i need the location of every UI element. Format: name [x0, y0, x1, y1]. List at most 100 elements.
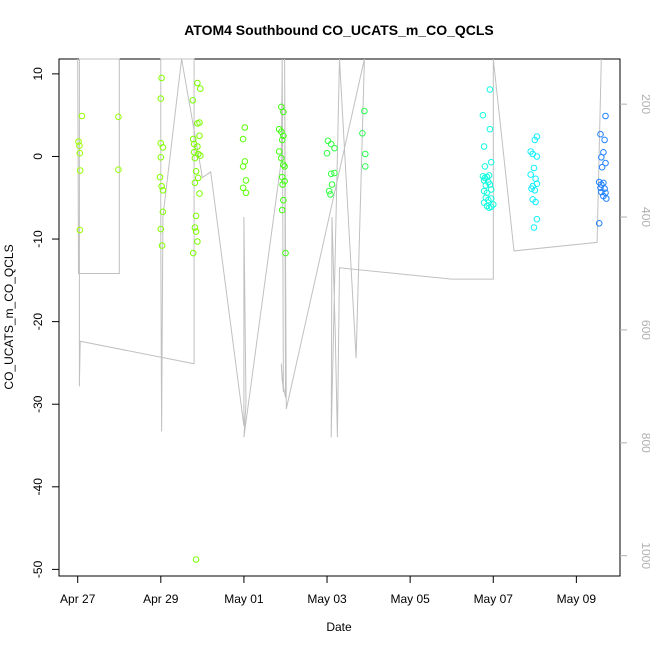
y2-tick-label: 800 — [639, 433, 650, 453]
data-point — [194, 79, 201, 87]
x-tick-label: May 07 — [474, 592, 514, 606]
data-point — [115, 166, 122, 173]
data-point — [531, 187, 539, 194]
data-point — [280, 132, 287, 140]
data-point — [486, 125, 494, 133]
x-tick-label: May 05 — [390, 592, 430, 606]
x-tick-label: Apr 27 — [60, 592, 96, 606]
data-point — [598, 163, 606, 171]
data-point — [158, 242, 166, 249]
data-point — [598, 154, 605, 161]
data-point — [533, 180, 541, 187]
data-point — [331, 144, 338, 152]
data-point — [192, 556, 200, 563]
data-point — [361, 107, 368, 115]
data-point — [482, 182, 490, 189]
x-tick-label: May 01 — [224, 592, 264, 606]
y2-tick-label: 1000 — [639, 542, 650, 569]
data-point — [359, 130, 366, 137]
data-point — [490, 201, 497, 208]
data-point — [327, 191, 334, 198]
data-point — [278, 206, 286, 214]
data-point — [194, 143, 201, 150]
data-point — [281, 177, 288, 185]
x-axis-label: Date — [326, 620, 352, 634]
data-point — [282, 249, 289, 257]
data-point — [191, 154, 199, 162]
data-point — [189, 97, 197, 104]
data-point — [324, 137, 332, 145]
data-point — [189, 249, 197, 257]
data-point — [327, 140, 335, 148]
data-point — [157, 154, 165, 161]
y-axis-label: CO_UCATS_m_CO_QCLS — [2, 244, 16, 389]
data-point — [530, 224, 538, 231]
data-point — [325, 187, 333, 195]
data-point — [196, 119, 203, 126]
y-tick-label: -10 — [31, 230, 45, 248]
data-point — [159, 144, 167, 151]
data-point — [487, 158, 495, 166]
data-point — [331, 169, 338, 177]
data-point — [75, 138, 82, 145]
data-point — [242, 177, 250, 184]
x-axis: Apr 27 Apr 29 May 01 May 03 May 05 May 07 May … — [60, 575, 597, 606]
data-point — [197, 152, 204, 159]
data-point — [479, 173, 487, 180]
data-point — [278, 136, 286, 144]
data-point — [194, 174, 202, 182]
data-point — [533, 133, 541, 140]
chart-title: ATOM4 Southbound CO_UCATS_m_CO_QCLS — [184, 22, 494, 38]
data-point — [487, 186, 495, 193]
data-point — [280, 108, 287, 116]
data-point — [78, 112, 86, 120]
data-point — [486, 86, 494, 93]
plot-frame — [58, 58, 621, 577]
data-point — [239, 163, 247, 170]
y-tick-label: -50 — [31, 560, 45, 578]
data-point — [156, 173, 164, 181]
data-point — [480, 143, 488, 150]
data-point — [158, 74, 165, 82]
data-point — [530, 164, 538, 172]
data-point — [597, 130, 604, 138]
y-axis: 10 0 -10 -20 -30 -40 -50 — [31, 67, 59, 578]
y-tick-label: -20 — [31, 313, 45, 331]
data-point — [481, 163, 489, 170]
data-point — [328, 181, 336, 188]
data-point — [191, 224, 199, 231]
data-point — [601, 185, 608, 192]
data-point — [528, 185, 535, 192]
y2-tick-label: 400 — [639, 207, 650, 227]
data-point — [76, 142, 83, 149]
data-point — [159, 187, 167, 194]
x-tick-label: May 09 — [557, 592, 597, 606]
data-point — [280, 161, 287, 168]
data-point — [159, 208, 167, 216]
data-point — [157, 225, 165, 233]
data-point — [192, 228, 200, 235]
data-point — [483, 202, 491, 210]
data-point — [531, 136, 539, 144]
y-tick-label: 0 — [31, 153, 45, 160]
data-point — [601, 136, 608, 144]
data-point — [197, 85, 204, 92]
data-point — [327, 170, 335, 178]
data-point — [279, 181, 286, 188]
secondary-series — [77, 58, 602, 438]
y-tick-label: -30 — [31, 395, 45, 413]
data-point — [241, 124, 249, 131]
x-tick-label: Apr 29 — [143, 592, 179, 606]
data-point — [281, 163, 288, 170]
data-point — [196, 190, 203, 197]
y-tick-label: -40 — [31, 478, 45, 496]
data-point — [242, 189, 250, 197]
x-tick-label: May 03 — [307, 592, 347, 606]
data-point — [595, 220, 603, 227]
y-tick-label: 10 — [31, 67, 45, 81]
data-point — [533, 215, 541, 223]
data-point — [76, 167, 84, 174]
y2-tick-label: 600 — [639, 320, 650, 340]
data-point — [479, 111, 487, 119]
data-point — [157, 95, 165, 102]
